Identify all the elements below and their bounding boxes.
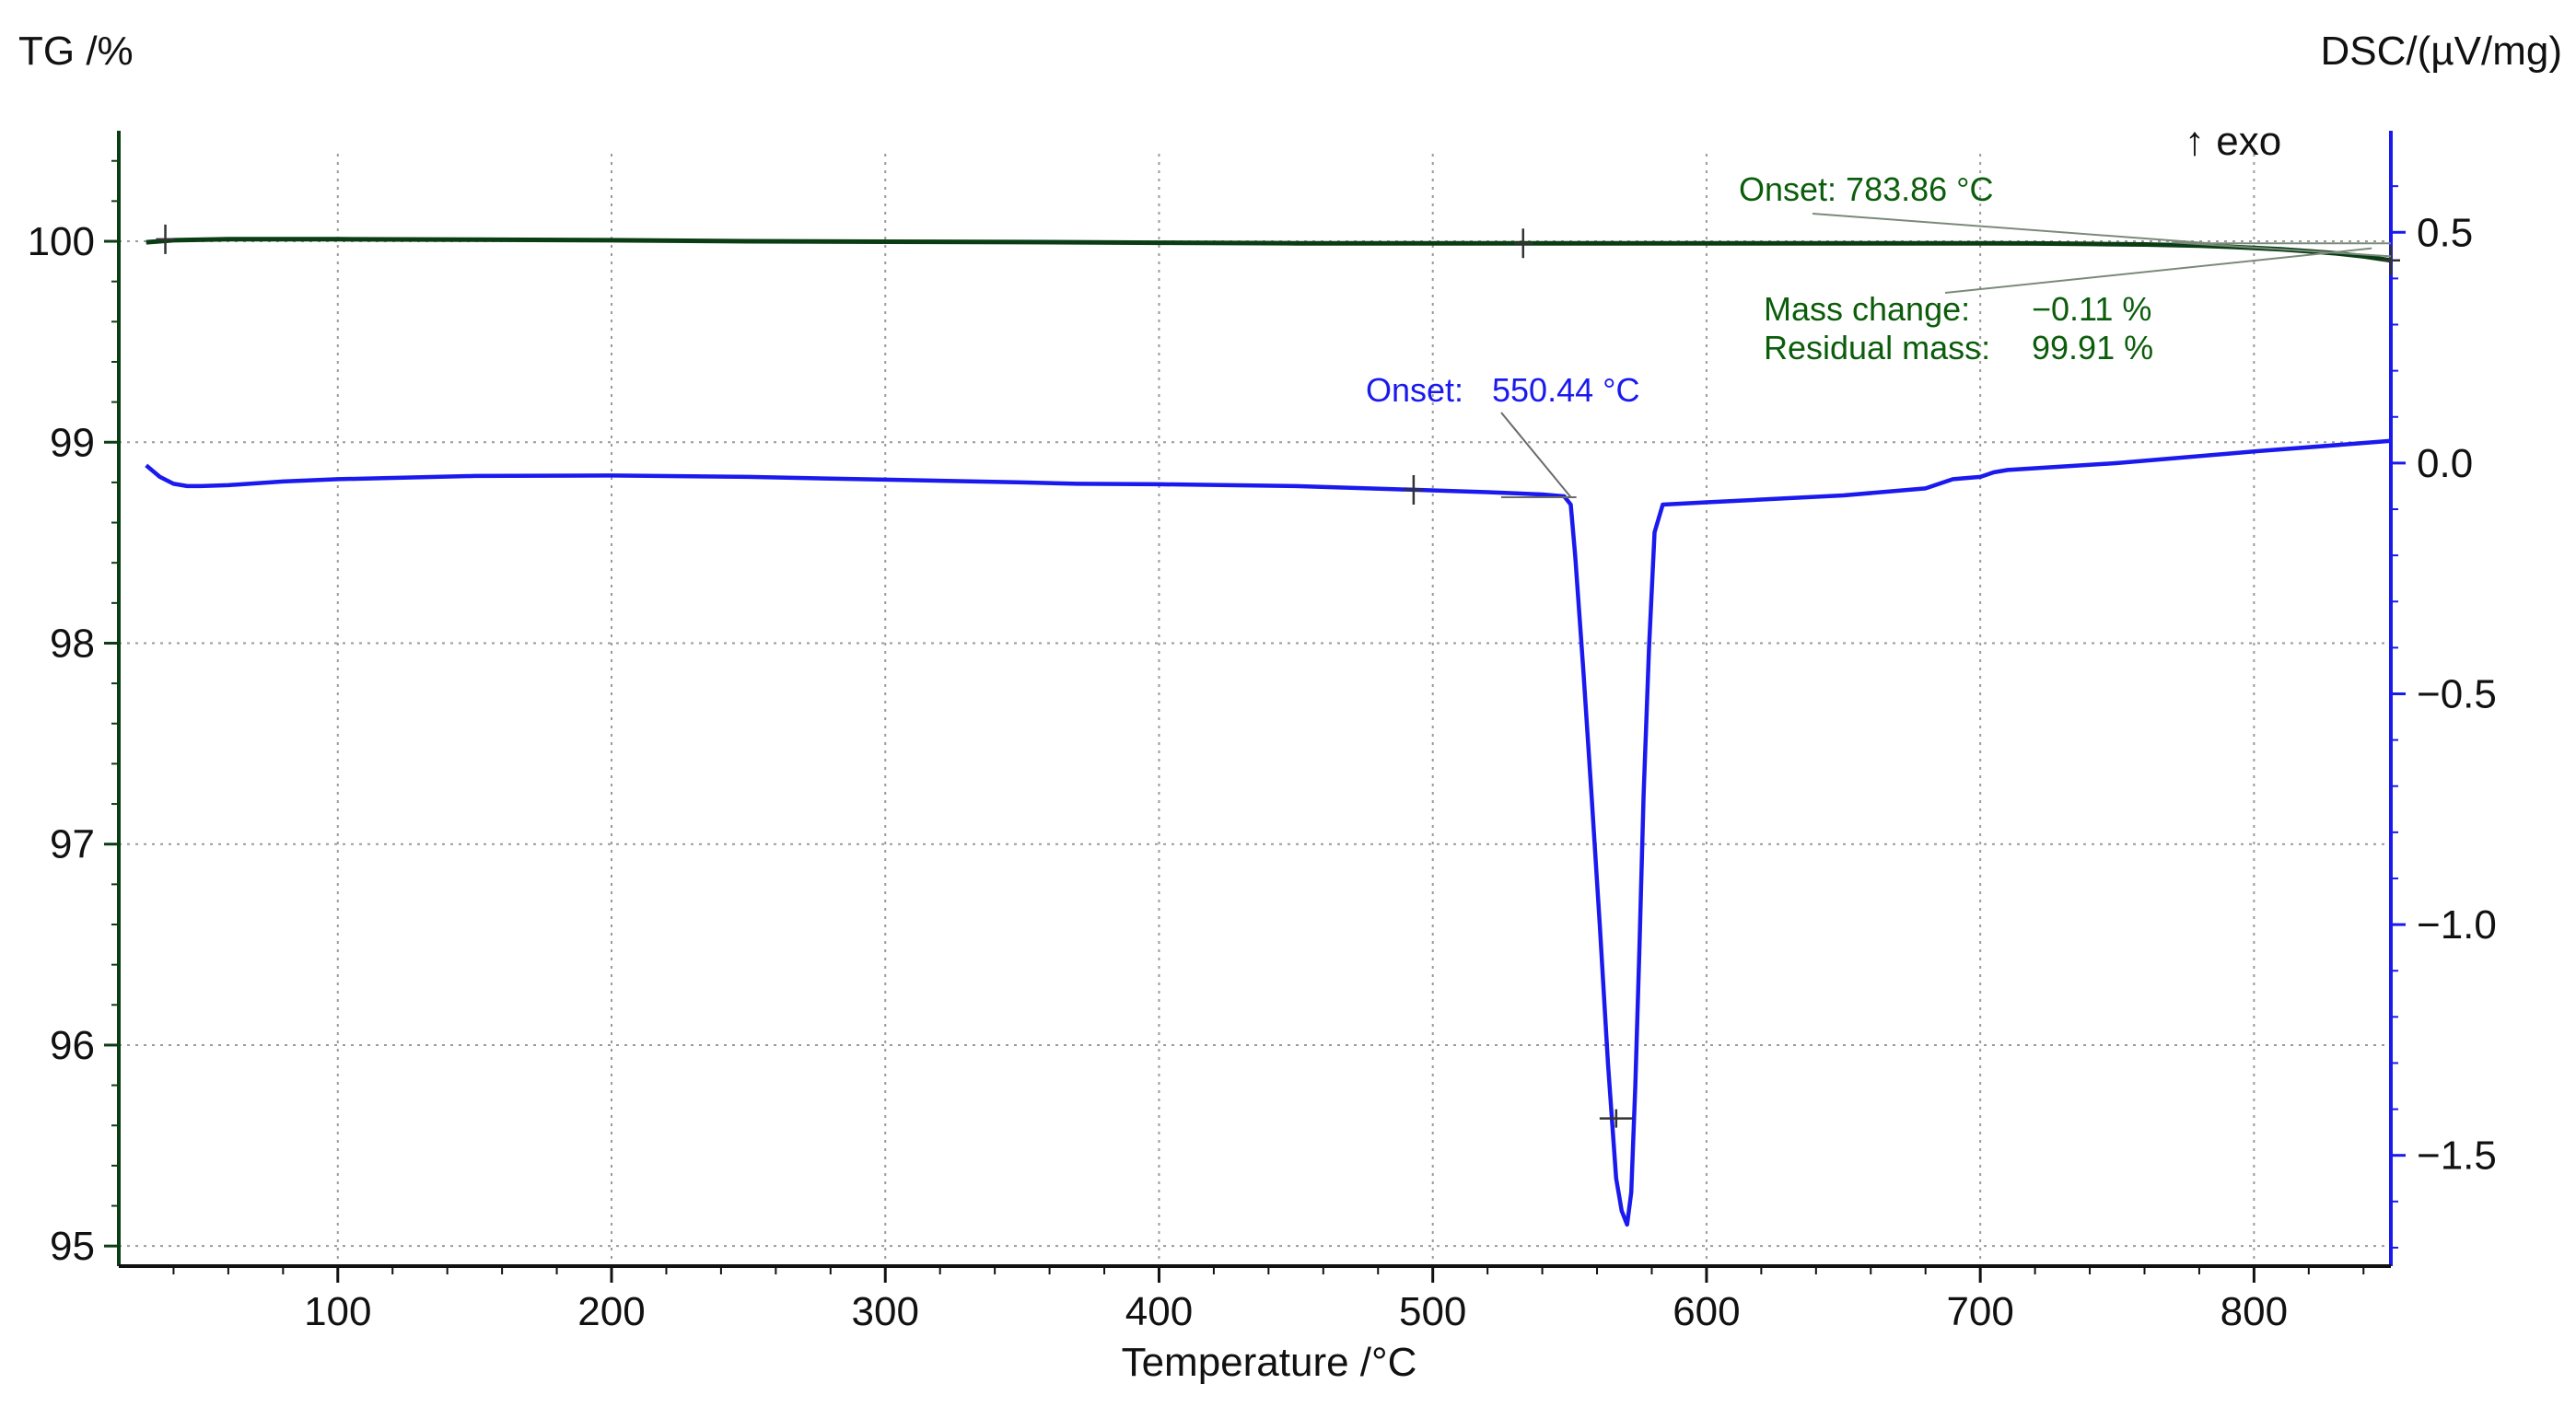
dsc-onset-label: Onset:	[1366, 371, 1463, 409]
tg-onset-leader	[1812, 213, 2210, 245]
leader-lines	[1500, 213, 2392, 498]
x-tick-label: 500	[1399, 1289, 1466, 1334]
temperature-axis: 100 200 300 400 500 600 700 800	[119, 1264, 2391, 1334]
y-left-title: TG /%	[18, 29, 134, 74]
curve-marker	[1404, 474, 1423, 505]
x-tick-label: 400	[1125, 1289, 1193, 1334]
tg-axis: 95 96 97 98 99 100	[28, 131, 121, 1269]
mass-change-leader	[1944, 247, 2372, 294]
y-right-tick-label: 0.5	[2417, 210, 2473, 255]
y-left-tick-label: 99	[50, 420, 95, 465]
mass-change-value: −0.11 %	[2032, 290, 2151, 328]
y-right-title: DSC/(µV/mg)	[2321, 29, 2562, 74]
curve-marker	[1513, 228, 1533, 259]
y-left-tick-label: 97	[50, 822, 95, 867]
tg-curve	[146, 237, 2392, 263]
tg-onset-annotation: Onset: 783.86 °C	[1739, 170, 1994, 208]
x-tick-label: 700	[1946, 1289, 2013, 1334]
dsc-onset-value: 550.44 °C	[1492, 371, 1640, 409]
residual-mass-value: 99.91 %	[2032, 329, 2153, 366]
marker-layer	[156, 224, 2400, 1128]
series-layer	[145, 237, 2392, 1227]
curve-marker	[156, 224, 175, 254]
y-right-tick-label: −1.5	[2417, 1134, 2497, 1179]
tg-tangent-line	[2172, 241, 2392, 258]
x-tick-label: 800	[2220, 1289, 2288, 1334]
x-tick-label: 100	[304, 1289, 371, 1334]
dsc-curve	[145, 438, 2392, 1227]
mass-change-label: Mass change:	[1764, 290, 1970, 328]
y-left-tick-label: 96	[50, 1023, 95, 1068]
y-left-tick-label: 100	[28, 219, 95, 264]
x-tick-label: 600	[1673, 1289, 1740, 1334]
curve-marker	[2382, 245, 2400, 275]
dsc-onset-leader	[1500, 412, 1572, 498]
y-right-tick-label: −1.0	[2417, 902, 2497, 948]
y-right-tick-label: −0.5	[2417, 671, 2497, 716]
dsc-axis: 0.5 0.0 −0.5 −1.0 −1.5	[2389, 131, 2497, 1266]
y-left-tick-label: 98	[50, 621, 95, 666]
x-axis-title: Temperature /°C	[1122, 1340, 1417, 1385]
exo-label: ↑ exo	[2185, 119, 2281, 164]
y-right-tick-label: 0.0	[2417, 441, 2473, 486]
x-tick-label: 200	[577, 1289, 645, 1334]
x-tick-label: 300	[852, 1289, 919, 1334]
curve-marker	[1599, 1109, 1633, 1128]
residual-mass-label: Residual mass:	[1764, 329, 1990, 366]
y-left-tick-label: 95	[50, 1224, 95, 1269]
